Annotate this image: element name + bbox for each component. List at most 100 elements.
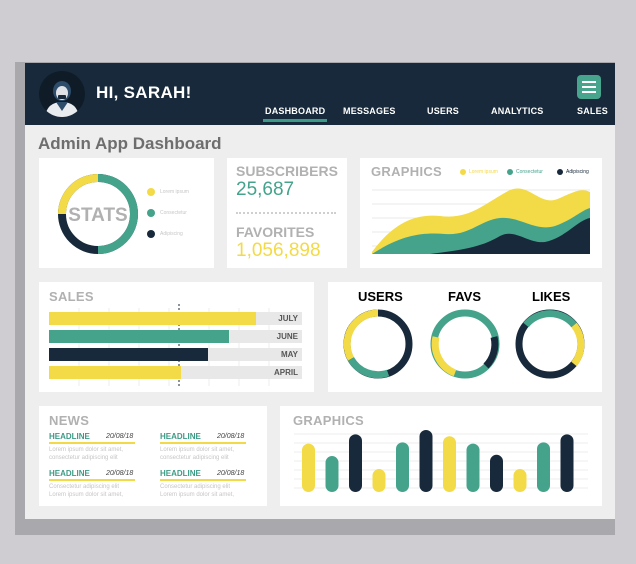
sales-bar-label: JULY: [278, 314, 298, 323]
counters-card: SUBSCRIBERS 25,687 FAVORITES 1,056,898: [227, 158, 347, 268]
news-rule-3: [49, 479, 135, 481]
vertical-bar: [325, 456, 339, 492]
divider: [236, 212, 336, 214]
news-body-3b: Lorem ipsum dolor sit amet,: [49, 492, 124, 498]
vertical-bar: [513, 469, 527, 492]
vertical-bar: [419, 430, 433, 492]
sales-title: SALES: [49, 289, 94, 304]
subscribers-value: 25,687: [236, 179, 295, 200]
vertical-bar: [560, 434, 574, 492]
app-window: HI, SARAH! DASHBOARD MESSAGES USERS ANAL…: [25, 63, 615, 519]
area-legend-2: Consectetur: [516, 169, 543, 175]
sales-card: SALES JULY JUNE MAY APRIL: [39, 282, 314, 392]
favs-ring-yellow: [431, 336, 457, 377]
sales-bar-row: JULY: [49, 312, 302, 325]
vertical-bar: [443, 436, 456, 492]
news-rule-2: [160, 442, 246, 444]
stats-donut-teal-segment-2: [97, 213, 138, 254]
favs-ring-navy: [483, 336, 499, 369]
legend-dot-teal: [147, 209, 155, 217]
bar-graphics-card: GRAPHICS: [280, 406, 602, 506]
news-body-1b: consectetur adipiscing elit: [49, 455, 118, 461]
nav-sales[interactable]: SALES: [577, 106, 609, 116]
sales-bar-label: MAY: [280, 350, 298, 359]
area-graphics-title: GRAPHICS: [371, 164, 443, 179]
likes-ring-yellow: [571, 322, 585, 367]
area-legend-1: Lorem ipsum: [469, 169, 498, 175]
sales-bar-fill: [49, 312, 256, 325]
sales-bar-fill: [49, 348, 208, 361]
user-avatar-icon: [45, 81, 79, 117]
nav-users[interactable]: USERS: [427, 106, 460, 116]
news-body-2b: consectetur adipiscing elit: [160, 455, 229, 461]
news-date-3: 20/08/18: [106, 470, 134, 477]
stats-donut-yellow-segment: [58, 174, 99, 215]
users-ring-yellow: [343, 309, 379, 361]
news-title: NEWS: [49, 413, 90, 428]
news-body-3a: Consectetur adipiscing elit: [49, 484, 120, 490]
page-title: Admin App Dashboard: [38, 134, 222, 153]
area-legend-dot-yellow: [460, 169, 466, 175]
sales-bar-row: MAY: [49, 348, 302, 361]
top-bar: HI, SARAH! DASHBOARD MESSAGES USERS ANAL…: [25, 63, 615, 125]
news-body-1a: Lorem ipsum dolor sit amet,: [49, 447, 124, 453]
news-card: NEWS HEADLINE 20/08/18 Lorem ipsum dolor…: [39, 406, 267, 506]
news-body-4a: Consectetur adipiscing elit: [160, 484, 231, 490]
sales-bar-row: APRIL: [49, 366, 302, 379]
legend-dot-yellow: [147, 188, 155, 196]
news-headline-2[interactable]: HEADLINE: [160, 432, 201, 441]
bar-graphics-title: GRAPHICS: [293, 413, 365, 428]
favorites-value: 1,056,898: [236, 240, 321, 261]
legend-dot-navy: [147, 230, 155, 238]
sales-bar-fill: [49, 366, 181, 379]
news-date-1: 20/08/18: [106, 433, 134, 440]
stats-donut: STATS: [58, 174, 138, 254]
sales-bar-row: JUNE: [49, 330, 302, 343]
nav-messages[interactable]: MESSAGES: [343, 106, 396, 116]
stats-donut-teal-segment: [97, 174, 138, 215]
area-legend-dot-navy: [557, 169, 563, 175]
nav-analytics[interactable]: ANALYTICS: [491, 106, 544, 116]
vertical-bar: [372, 469, 386, 492]
ring-label-users: USERS: [358, 289, 403, 304]
stats-legend-2: Consectetur: [160, 210, 187, 216]
area-series-navy: [430, 218, 590, 254]
area-graphics-card: GRAPHICS Lorem ipsum Consectetur Adipisc…: [360, 158, 602, 268]
ring-label-likes: LIKES: [532, 289, 571, 304]
greeting: HI, SARAH!: [96, 83, 192, 102]
vertical-bar: [396, 442, 409, 492]
area-legend-3: Adipiscing: [566, 169, 589, 175]
news-body-4b: Lorem ipsum dolor sit amet,: [160, 492, 235, 498]
sales-bar-label: JUNE: [276, 332, 298, 341]
area-chart: [372, 188, 590, 254]
news-date-4: 20/08/18: [217, 470, 245, 477]
hamburger-menu-icon[interactable]: [577, 75, 601, 99]
news-headline-1[interactable]: HEADLINE: [49, 432, 90, 441]
subscribers-label: SUBSCRIBERS: [236, 163, 338, 179]
news-headline-3[interactable]: HEADLINE: [49, 469, 90, 478]
area-legend-dot-teal: [507, 169, 513, 175]
rings-chart: [343, 309, 585, 379]
news-body-2a: Lorem ipsum dolor sit amet,: [160, 447, 235, 453]
ring-label-favs: FAVS: [448, 289, 481, 304]
users-ring-teal: [347, 357, 390, 379]
stats-legend-1: Lorem ipsum: [160, 189, 189, 195]
vertical-bar: [466, 443, 480, 492]
rings-card: USERS FAVS LIKES: [328, 282, 602, 392]
sales-bar-fill: [49, 330, 229, 343]
news-date-2: 20/08/18: [217, 433, 245, 440]
nav-dashboard[interactable]: DASHBOARD: [262, 106, 328, 122]
likes-ring-teal: [523, 310, 577, 328]
vertical-bar: [537, 442, 550, 492]
stats-label: STATS: [68, 205, 127, 226]
news-rule-4: [160, 479, 246, 481]
sales-bar-label: APRIL: [274, 368, 298, 377]
avatar[interactable]: [39, 71, 85, 117]
vertical-bar: [302, 443, 315, 492]
stats-card: STATS Lorem ipsum Consectetur Adipiscing: [39, 158, 214, 268]
news-headline-4[interactable]: HEADLINE: [160, 469, 201, 478]
stats-legend-3: Adipiscing: [160, 231, 183, 237]
vertical-bar: [349, 434, 362, 492]
vertical-bar: [490, 454, 503, 492]
news-rule-1: [49, 442, 135, 444]
